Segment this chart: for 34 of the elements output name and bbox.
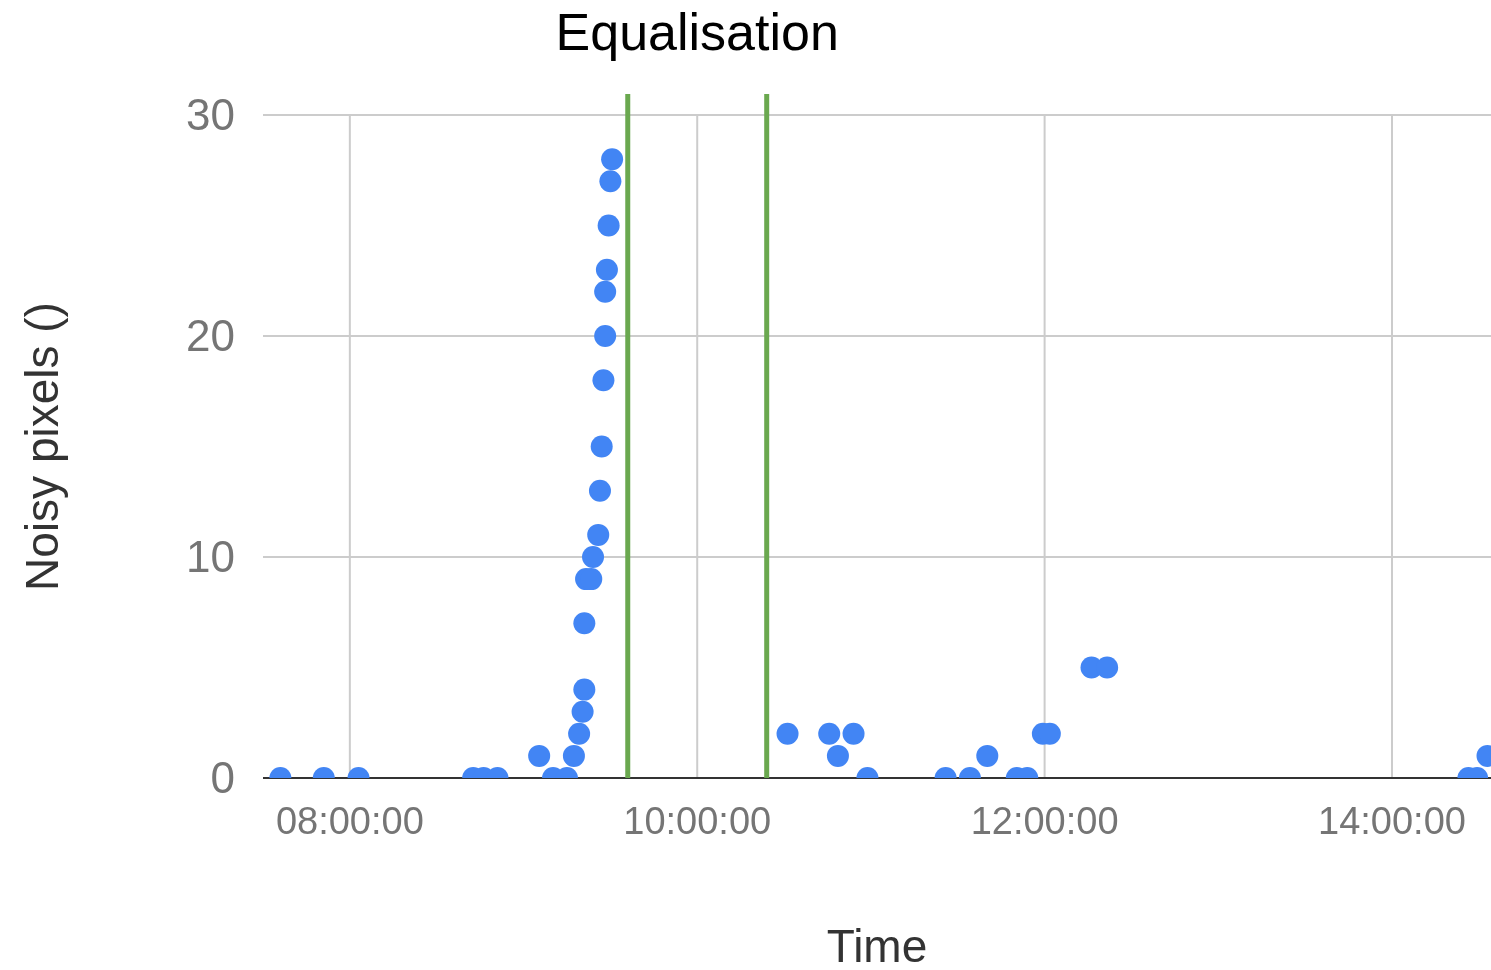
point [573,612,596,635]
point [976,744,999,767]
point [776,722,799,745]
x-tick-label: 08:00:00 [275,800,424,842]
point [818,722,841,745]
chart-title: Equalisation [555,3,839,61]
point [587,523,610,546]
point [826,744,849,767]
point [571,700,594,723]
point [594,325,617,347]
point [573,678,596,701]
y-tick-label: 20 [186,311,235,361]
point [590,435,613,458]
x-axis-title: Time [826,920,928,970]
point [597,214,620,237]
point [595,258,618,281]
point [594,280,617,303]
y-tick-label: 30 [186,90,235,140]
y-axis-title: Noisy pixels () [16,302,68,591]
point [582,546,605,568]
point [528,744,551,767]
point [1096,656,1119,679]
x-tick-label: 14:00:00 [1318,800,1466,842]
point [842,722,865,745]
point [588,479,611,502]
point [562,744,585,767]
point [601,148,624,171]
point [599,170,622,193]
point [568,722,591,745]
y-tick-label: 10 [186,532,235,582]
x-tick-label: 12:00:00 [970,800,1119,842]
x-tick-label: 10:00:00 [623,800,772,842]
y-tick-label: 0 [210,753,235,803]
point [592,369,615,392]
